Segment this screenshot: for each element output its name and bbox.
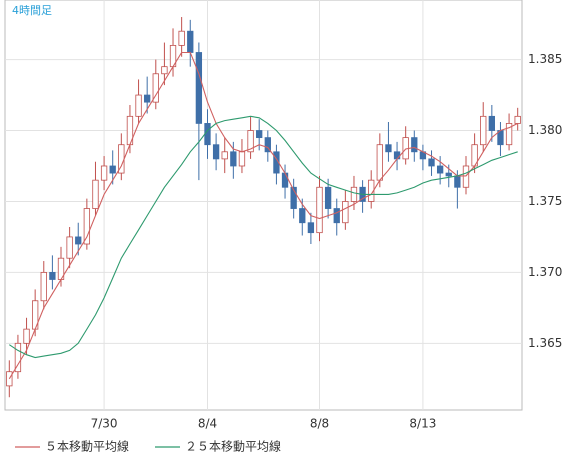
- candle-body: [488, 115, 495, 131]
- candle-body: [505, 123, 513, 146]
- plot-area: [4, 0, 523, 411]
- candle-body: [92, 179, 99, 209]
- candle-body: [462, 165, 470, 188]
- candle-body: [100, 165, 108, 181]
- candle-body: [204, 123, 211, 146]
- chart-title: 4時間足: [12, 4, 52, 17]
- x-tick-label: 8/4: [198, 417, 217, 431]
- candle-body: [333, 208, 340, 224]
- candle-body: [109, 165, 116, 174]
- moving-average-line: [8, 51, 518, 380]
- candle-body: [40, 271, 47, 302]
- candle-body: [221, 151, 228, 160]
- candle-body: [230, 151, 237, 167]
- candle-body: [428, 158, 435, 167]
- candle-body: [238, 151, 246, 167]
- candle-body: [393, 151, 401, 160]
- candle-body: [161, 66, 168, 75]
- candle-body: [316, 186, 323, 234]
- candle-body: [14, 342, 22, 373]
- candle-body: [66, 236, 73, 259]
- candle-body: [256, 130, 263, 139]
- candle-body: [385, 144, 392, 153]
- candle-body: [307, 222, 315, 234]
- y-tick-label: 1.375: [528, 194, 562, 208]
- candle-body: [152, 73, 159, 103]
- x-tick-label: 8/8: [310, 417, 329, 431]
- candle-body: [23, 328, 30, 344]
- candle-body: [445, 172, 452, 177]
- candle-body: [178, 30, 185, 46]
- candle-body: [480, 115, 487, 146]
- y-tick-label: 1.385: [528, 52, 562, 66]
- candle-body: [247, 130, 254, 153]
- candle-body: [342, 201, 349, 224]
- legend-label: ５本移動平均線: [45, 439, 129, 454]
- candle-body: [411, 137, 418, 153]
- candle-body: [514, 115, 521, 124]
- legend-label: ２５本移動平均線: [185, 439, 281, 454]
- y-tick-label: 1.365: [528, 336, 562, 350]
- candle-body: [135, 94, 142, 117]
- candle-body: [281, 172, 289, 188]
- candle-body: [436, 165, 444, 174]
- candle-body: [75, 236, 82, 245]
- candle-body: [324, 186, 332, 209]
- candle-body: [195, 52, 203, 124]
- candle-body: [187, 30, 194, 53]
- candle-body: [290, 186, 297, 209]
- candle-body: [83, 208, 91, 245]
- candle-body: [49, 271, 56, 280]
- candle-body: [299, 208, 306, 224]
- moving-average-line: [8, 115, 518, 359]
- x-tick-label: 8/13: [409, 417, 436, 431]
- candle-body: [212, 144, 220, 160]
- candle-body: [376, 144, 383, 181]
- candle-body: [144, 94, 151, 103]
- candle-body: [454, 175, 461, 188]
- y-tick-label: 1.380: [528, 123, 562, 137]
- candle-body: [264, 137, 271, 153]
- y-tick-label: 1.370: [528, 265, 562, 279]
- x-tick-label: 7/30: [91, 417, 118, 431]
- candle-body: [350, 186, 358, 202]
